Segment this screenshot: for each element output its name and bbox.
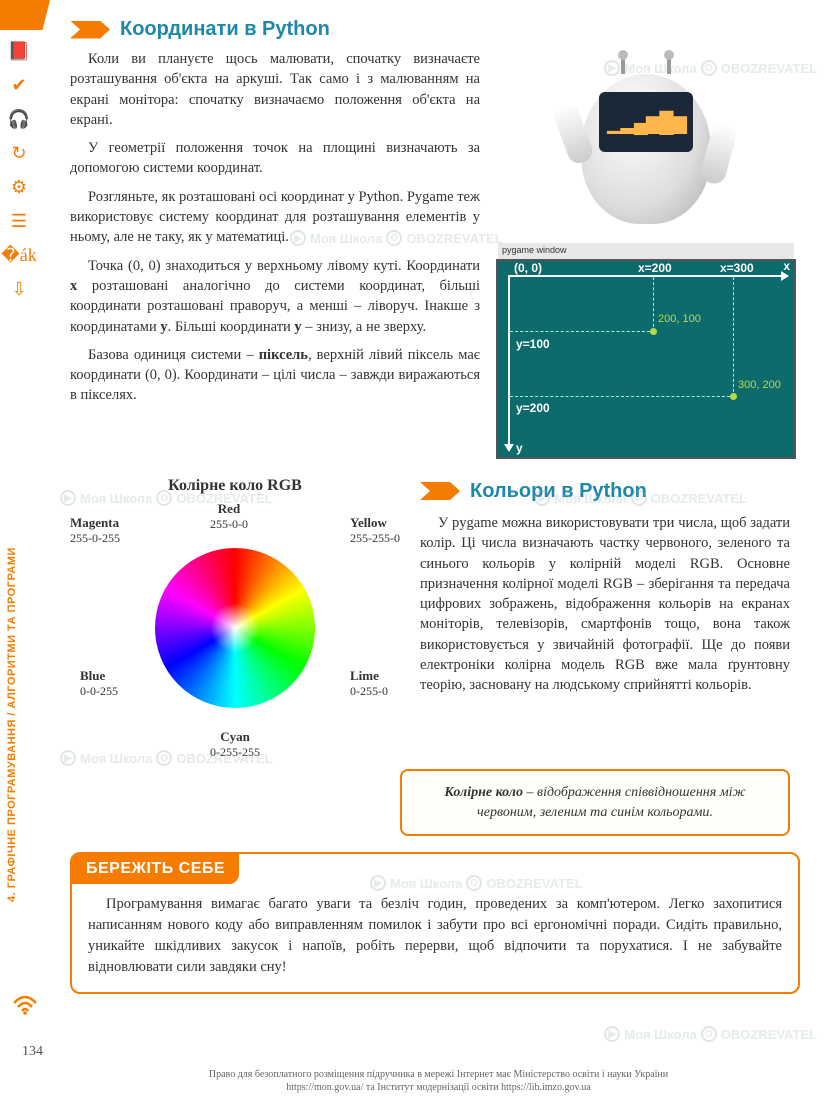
watermark: ▶Моя Школа OOBOZREVATEL — [604, 1026, 817, 1042]
cw-blue: Blue0-0-255 — [80, 668, 118, 698]
origin-label: (0, 0) — [514, 261, 542, 275]
diagram-titlebar: pygame window — [498, 243, 794, 259]
dash-h1 — [510, 331, 655, 332]
dash-v1 — [653, 277, 654, 332]
s1-p5: Базова одиниця системи – піксель, верхні… — [70, 345, 480, 406]
heading-row-2: Кольори в Python — [420, 477, 790, 505]
arrow-marker-icon — [420, 482, 460, 500]
page-content: Координати в Python Коли ви плануєте щос… — [70, 18, 800, 994]
color-wheel-title: Колірне коло RGB — [70, 477, 400, 495]
heading-row-1: Координати в Python — [70, 18, 800, 41]
cw-cyan: Cyan0-255-255 — [210, 729, 260, 759]
y200-label: y=200 — [516, 401, 550, 415]
check-icon: ✔ — [8, 74, 30, 96]
refresh-icon: ↻ — [8, 142, 30, 164]
book-icon: 📕 — [8, 40, 30, 62]
robot-illustration: ▁▂▄▆█▆ — [536, 49, 756, 249]
s1-p2: У геометрії положення точок на площині в… — [70, 138, 480, 179]
y-axis — [508, 275, 510, 447]
warning-box: БЕРЕЖІТЬ СЕБЕ Програмування вимагає бага… — [70, 852, 800, 994]
y100-label: y=100 — [516, 337, 550, 351]
footer-line1: Право для безоплатного розміщення підруч… — [209, 1069, 668, 1080]
s1-p4: Точка (0, 0) знаходиться у верхньому лів… — [70, 256, 480, 337]
mid-block: Колірне коло RGB Red255-0-0 Yellow255-25… — [70, 477, 800, 753]
page-number: 134 — [22, 1044, 43, 1060]
wifi-icon: �ák — [8, 244, 30, 266]
x-axis — [508, 275, 784, 277]
gear-icon: ⚙ — [8, 176, 30, 198]
x200-label: x=200 — [638, 261, 672, 275]
section2-block: Кольори в Python У pygame можна використ… — [420, 477, 790, 753]
headphones-icon: 🎧 — [8, 108, 30, 130]
s2-p1: У pygame можна використовувати три числа… — [420, 513, 790, 696]
list-icon: ☰ — [8, 210, 30, 232]
section-vertical-label: 4. ГРАФІЧНЕ ПРОГРАМУВАННЯ / АЛГОРИТМИ ТА… — [6, 547, 18, 902]
arrow-marker-icon — [70, 21, 110, 39]
s1-p3: Розгляньте, як розташовані осі координат… — [70, 187, 480, 248]
color-wheel-gradient — [155, 548, 315, 708]
cw-red: Red255-0-0 — [210, 501, 248, 531]
point-1-label: 200, 100 — [658, 313, 701, 325]
x300-label: x=300 — [720, 261, 754, 275]
point-1 — [650, 328, 657, 335]
footer-line2: https://mon.gov.ua/ та Інститут модерніз… — [286, 1082, 591, 1093]
definition-box: Колірне коло – відображення співвідношен… — [400, 769, 790, 836]
top-right-figures: ▁▂▄▆█▆ pygame window (0, 0) x y x=200 x=… — [496, 49, 796, 459]
robot-chart-icon: ▁▂▄▆█▆ — [607, 110, 685, 135]
warning-body: Програмування вимагає багато уваги та бе… — [72, 884, 798, 992]
warning-title: БЕРЕЖІТЬ СЕБЕ — [72, 854, 239, 884]
sidebar: 📕 ✔ 🎧 ↻ ⚙ ☰ �ák ⇩ 4. ГРАФІЧНЕ ПРОГРАМУВА… — [0, 0, 50, 1102]
def-term: Колірне коло — [444, 785, 523, 800]
dash-v2 — [733, 277, 734, 397]
corner-tab — [0, 0, 50, 30]
dash-h2 — [510, 396, 735, 397]
color-wheel-block: Колірне коло RGB Red255-0-0 Yellow255-25… — [70, 477, 400, 753]
top-block: Коли ви плануєте щось малювати, спочатку… — [70, 49, 800, 459]
cw-magenta: Magenta255-0-255 — [70, 515, 120, 545]
section1-text: Коли ви плануєте щось малювати, спочатку… — [70, 49, 480, 459]
s1-p1: Коли ви плануєте щось малювати, спочатку… — [70, 49, 480, 130]
coordinate-diagram: pygame window (0, 0) x y x=200 x=300 y=1… — [496, 259, 796, 459]
color-wheel-container: Red255-0-0 Yellow255-255-0 Lime0-255-0 C… — [70, 503, 400, 753]
footer-credit: Право для безоплатного розміщення підруч… — [70, 1068, 807, 1094]
heading-coordinates: Координати в Python — [120, 18, 330, 41]
x-axis-label: x — [783, 259, 790, 273]
heading-colors: Кольори в Python — [470, 477, 647, 505]
cw-lime: Lime0-255-0 — [350, 668, 388, 698]
point-2-label: 300, 200 — [738, 379, 781, 391]
sidebar-icons: 📕 ✔ 🎧 ↻ ⚙ ☰ �ák ⇩ — [8, 40, 30, 300]
download-icon: ⇩ — [8, 278, 30, 300]
wifi-bottom-icon — [12, 995, 38, 1022]
cw-yellow: Yellow255-255-0 — [350, 515, 400, 545]
point-2 — [730, 393, 737, 400]
y-axis-label: y — [516, 441, 523, 455]
